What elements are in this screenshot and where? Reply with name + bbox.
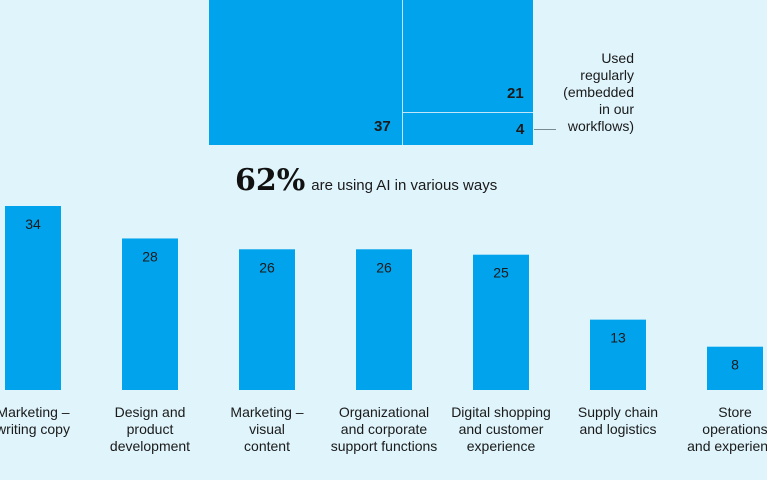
bar [707,346,763,390]
bar-value-label: 28 [142,248,158,264]
used-regularly-leader-line [534,129,556,130]
bar-value-label: 34 [25,216,41,232]
category-label-line: operations [702,421,767,437]
category-label: Marketing – writing copy [0,404,70,437]
category-label-line: Organizational [339,404,429,420]
category-label-line: Marketing – [0,404,70,420]
usage-value-right-upper: 21 [507,85,524,102]
category-label-line: experience [467,438,536,454]
category-label-line: Supply chain [578,404,658,420]
category-label-line: and logistics [579,421,656,437]
bar [122,238,178,390]
category-label-line: support functions [331,438,438,454]
category-label: Digital shopping and customer experience [451,404,551,454]
usage-value-left: 37 [374,118,391,135]
category-label: Supply chain and logistics [578,404,658,437]
used-regularly-label: Used regularly (embedded in our workflow… [540,50,634,135]
bar-value-label: 26 [259,259,275,275]
bar [473,254,529,390]
usage-block-divider-vertical [402,0,403,145]
used-regularly-line: in our [598,101,634,117]
bar-value-label: 13 [610,330,626,346]
headline-percent: 62% [235,163,306,198]
category-label-line: and corporate [341,421,428,437]
used-regularly-line: (embedded [563,84,634,100]
bar-value-label: 26 [376,259,392,275]
usage-block-right-lower [403,113,533,145]
bar [239,249,295,390]
category-label-line: Design and [115,404,186,420]
category-label-line: development [110,438,190,454]
usage-block-right-upper [403,0,533,112]
category-label-line: product [127,421,174,437]
category-label: Design and product development [110,404,190,454]
category-label-line: content [244,438,290,454]
category-label-line: visual [249,421,285,437]
headline-text: are using AI in various ways [311,177,498,194]
usage-block-left [209,0,402,145]
category-label-line: Marketing – [230,404,303,420]
used-regularly-line: workflows) [567,118,634,134]
used-regularly-line: regularly [580,67,634,83]
bar-value-label: 8 [731,357,739,373]
category-label-line: and customer [459,421,544,437]
category-label: Marketing – visual content [230,404,303,454]
category-label-line: writing copy [0,421,70,437]
usage-block-divider-horizontal [403,112,533,113]
category-label: Organizational and corporate support funct… [331,404,438,454]
bar [356,249,412,390]
bar [5,206,61,390]
headline: 62% are using AI in various ways [235,163,497,198]
category-label-line: Store [718,404,752,420]
usage-value-right-lower: 4 [516,121,525,138]
used-regularly-line: Used [601,50,634,66]
bar [590,319,646,390]
category-label-line: Digital shopping [451,404,551,420]
bar-value-label: 25 [493,265,509,281]
category-label-line: and experience [687,438,767,454]
